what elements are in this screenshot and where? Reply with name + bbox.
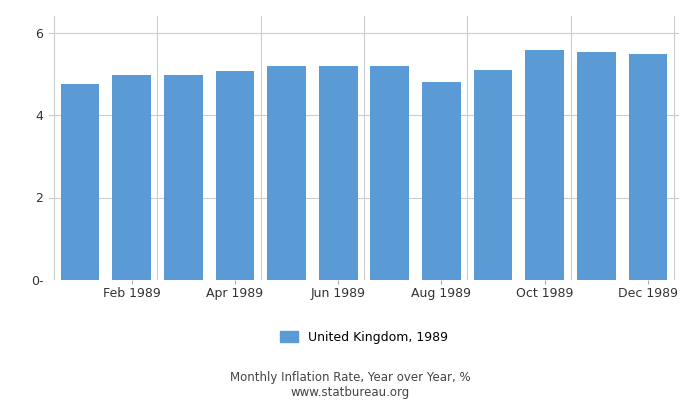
Bar xyxy=(318,66,358,280)
Bar xyxy=(629,54,667,280)
Bar xyxy=(216,71,254,280)
Bar xyxy=(577,52,616,280)
Bar xyxy=(61,84,99,280)
Bar xyxy=(526,50,564,280)
Bar xyxy=(112,74,151,280)
Bar xyxy=(164,74,202,280)
Legend: United Kingdom, 1989: United Kingdom, 1989 xyxy=(274,326,454,349)
Bar xyxy=(422,82,461,280)
Text: Monthly Inflation Rate, Year over Year, %: Monthly Inflation Rate, Year over Year, … xyxy=(230,372,470,384)
Bar xyxy=(267,66,306,280)
Bar xyxy=(474,70,512,280)
Text: www.statbureau.org: www.statbureau.org xyxy=(290,386,410,399)
Bar xyxy=(370,66,410,280)
